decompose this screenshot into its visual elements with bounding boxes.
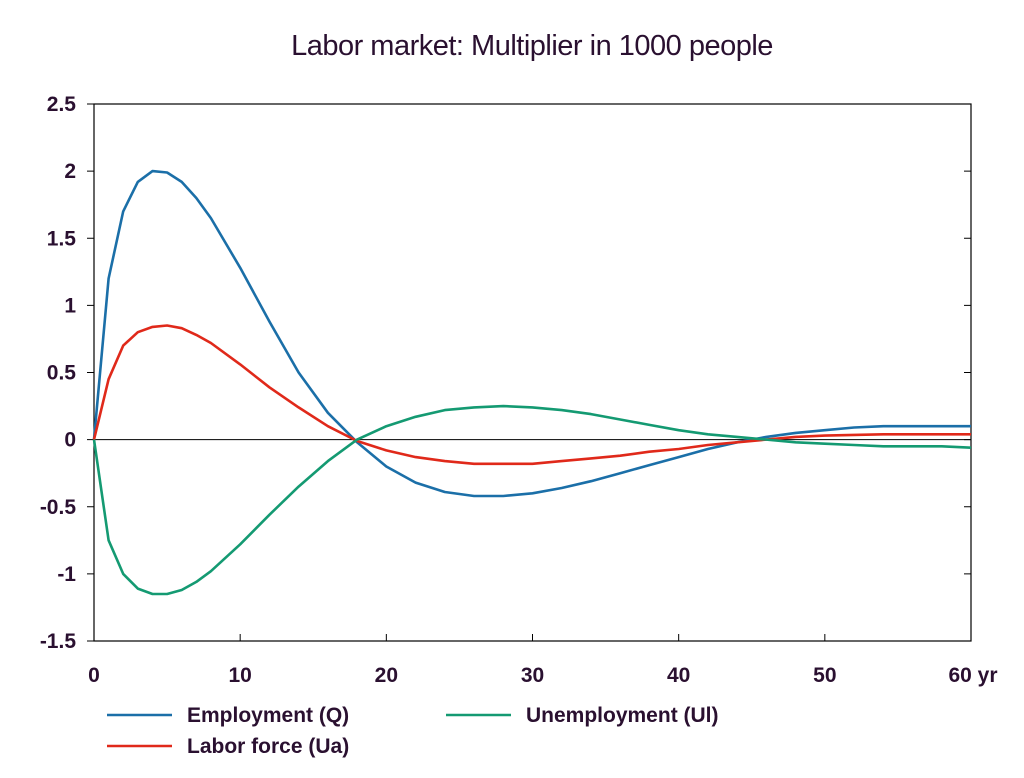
x-tick-label: 20 bbox=[375, 664, 398, 687]
axis-ticks bbox=[87, 103, 972, 642]
y-tick-label: -1.5 bbox=[40, 630, 77, 653]
series-line-3 bbox=[92, 404, 972, 596]
y-tick-label: 2.5 bbox=[47, 93, 77, 116]
y-tick-label: 1.5 bbox=[47, 227, 77, 250]
axis-tick-labels: 2.5 2 1.5 1 0.5 0 -0.5 -1 -1.5 0 10 20 30 40 50 60 yr bbox=[40, 93, 998, 687]
plot-frame bbox=[93, 103, 972, 642]
x-tick-label: 0 bbox=[88, 664, 100, 687]
series-line-2 bbox=[92, 324, 971, 466]
chart-title: Labor market: Multiplier in 1000 people bbox=[291, 30, 773, 62]
x-tick-label: 10 bbox=[228, 664, 251, 687]
x-tick-label: 40 bbox=[667, 664, 690, 687]
y-tick-label: 0 bbox=[64, 429, 76, 452]
x-tick-label: 50 bbox=[813, 664, 836, 687]
legend-label-1: Employment (Q) bbox=[187, 704, 349, 727]
x-tick-label: 60 yr bbox=[948, 664, 997, 687]
legend-label-2: Labor force (Ua) bbox=[187, 735, 349, 758]
y-tick-label: 2 bbox=[64, 160, 76, 183]
series-line-1 bbox=[92, 169, 971, 498]
legend: Employment (Q) Labor force (Ua) Unemployme… bbox=[107, 704, 719, 758]
legend-label-3: Unemployment (Ul) bbox=[526, 704, 719, 727]
y-tick-label: -0.5 bbox=[40, 496, 77, 519]
x-tick-label: 30 bbox=[521, 664, 544, 687]
y-tick-label: 1 bbox=[64, 294, 76, 317]
y-tick-label: 0.5 bbox=[47, 362, 77, 385]
y-tick-label: -1 bbox=[57, 563, 76, 586]
series-lines bbox=[92, 169, 972, 596]
